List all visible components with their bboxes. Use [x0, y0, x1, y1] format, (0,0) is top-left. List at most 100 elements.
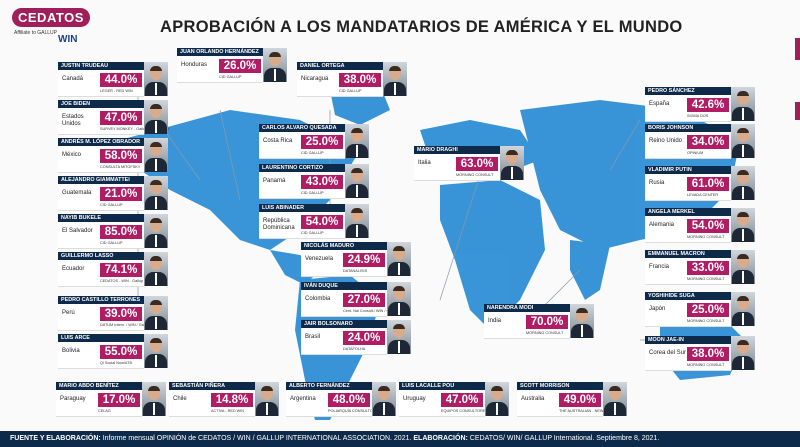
leader-card: JUAN ORLANDO HERNÁNDEZ Honduras 26.0% CID G…	[177, 48, 289, 84]
approval-badge: 54.0%	[301, 215, 343, 229]
approval-badge: 33.0%	[687, 261, 729, 275]
leader-card: DANIEL ORTEGA Nicaragua 38.0% CID GALLUP	[297, 62, 409, 98]
approval-badge: 43.0%	[301, 175, 343, 189]
photo-hair	[737, 296, 749, 301]
source-label: SIGMA DOS	[687, 114, 709, 118]
photo-hair	[150, 180, 162, 185]
country-label: Estados Unidos	[62, 114, 84, 127]
card-body: Costa Rica 25.0% CID GALLUP	[259, 132, 345, 159]
photo-hair	[351, 128, 363, 133]
leader-name: LUIS ABINADER	[259, 204, 347, 212]
source-label: MORNING CONSULT	[687, 319, 725, 323]
photo-hair	[609, 386, 621, 391]
footer-text-elaboration: CEDATOS/ WIN/ GALLUP International. Sept…	[467, 435, 660, 442]
country-label: Australia	[521, 396, 545, 402]
leader-name: YOSHIHIDE SUGA	[645, 292, 733, 300]
country-label: Corea del Sur	[649, 350, 687, 356]
photo-tie	[153, 403, 155, 415]
country-label: España	[649, 101, 670, 107]
approval-badge: 55.0%	[100, 345, 142, 359]
source-label: CID GALLUP	[100, 241, 123, 245]
approval-badge: 38.0%	[687, 347, 729, 361]
win-logo-text: WIN	[58, 34, 78, 45]
photo-tie	[742, 187, 744, 199]
leader-photo	[731, 292, 755, 326]
photo-hair	[737, 128, 749, 133]
accent-bar	[795, 102, 800, 120]
leader-card: LUIS ABINADER República Dominicana 54.0% CI…	[259, 204, 371, 240]
photo-tie	[742, 313, 744, 325]
leader-name: ALEJANDRO GIAMMATTEI	[58, 176, 146, 184]
leader-card: MARIO DRAGHI Italia 63.0% MORNING CONSULT	[414, 146, 526, 182]
card-body: México 58.0% CONSULTA MITOFSKY	[58, 146, 144, 173]
card-body: Ecuador 74.1% CEDATOS - WIN - Gallup Inter…	[58, 260, 165, 287]
photo-tie	[511, 167, 513, 179]
approval-badge: 74.1%	[100, 263, 142, 277]
leader-name: LAURENTINO CORTIZO	[259, 164, 347, 172]
leader-card: LUIS ARCE Bolivia 55.0% Ql Social Now/ATB	[58, 334, 170, 370]
photo-hair	[737, 254, 749, 259]
photo-hair	[378, 386, 390, 391]
leader-photo	[603, 382, 627, 416]
photo-tie	[356, 145, 358, 157]
leader-card: JAIR BOLSONARO Brasil 24.0% DATAFOLHA	[301, 320, 413, 356]
photo-tie	[742, 108, 744, 120]
leader-name: EMMANUEL MACRON	[645, 250, 733, 258]
country-label: Chile	[173, 396, 187, 402]
leader-photo	[144, 176, 168, 210]
leader-name: SEBASTIÁN PIÑERA	[169, 382, 257, 390]
card-body: Italia 63.0% MORNING CONSULT	[414, 154, 500, 181]
country-label: Perú	[62, 310, 75, 316]
leader-name: BORIS JOHNSON	[645, 124, 733, 132]
source-label: MORNING CONSULT	[687, 277, 725, 281]
footer-label-elaboration: ELABORACIÓN:	[413, 435, 468, 442]
leader-photo	[387, 282, 411, 316]
photo-hair	[576, 308, 588, 313]
photo-tie	[394, 83, 396, 95]
source-label: DATUM Intern. / WIN / Gallup Intern.	[100, 323, 162, 327]
cedatos-logo: CEDATOS Affiliate to GALLUP WIN	[10, 6, 90, 46]
leader-card: PEDRO CASTILLO TERRONES Perú 39.0% DATUM In…	[58, 296, 170, 332]
leader-photo	[387, 320, 411, 354]
card-body: Australia 49.0% THE AUSTRALIAN - NEWSPOLL	[517, 390, 616, 417]
country-label: México	[62, 152, 82, 158]
country-label: Francia	[649, 264, 670, 270]
photo-hair	[150, 218, 162, 223]
approval-badge: 47.0%	[100, 111, 142, 125]
card-body: Reino Unido 34.0% OPINIUM	[645, 132, 731, 159]
country-label: Japón	[649, 306, 666, 312]
leader-card: SEBASTIÁN PIÑERA Chile 14.8% ACTIVA - RED W…	[169, 382, 281, 418]
card-body: Colombia 27.0% Cent. Nal Consult./ WIN / G…	[301, 290, 409, 317]
country-label: Reino Unido	[649, 138, 683, 144]
photo-tie	[742, 357, 744, 369]
photo-hair	[393, 246, 405, 251]
country-label: El Salvador	[62, 228, 93, 234]
leader-card: ANDRÉS M. LÓPEZ OBRADOR México 58.0% CONSUL…	[58, 138, 170, 174]
card-body: Honduras 26.0% CID GALLUP	[177, 56, 263, 83]
country-label: Italia	[418, 160, 431, 166]
source-label: POLIARQUÍA CONSULTORES	[328, 409, 381, 413]
leader-photo	[345, 124, 369, 158]
source-label: CELAG	[98, 409, 111, 413]
approval-badge: 14.8%	[211, 393, 253, 407]
card-body: El Salvador 85.0% CID GALLUP	[58, 222, 144, 249]
leader-card: LAURENTINO CORTIZO Panamá 43.0% CID GALLUP	[259, 164, 371, 200]
source-label: EQUIPOS CONSULTORES	[441, 409, 488, 413]
leader-photo	[731, 124, 755, 158]
card-body: Brasil 24.0% DATAFOLHA	[301, 328, 387, 355]
photo-tie	[155, 317, 157, 329]
leader-card: YOSHIHIDE SUGA Japón 25.0% MORNING CONSULT	[645, 292, 757, 328]
leader-photo	[144, 214, 168, 248]
country-label: República Dominicana	[263, 218, 295, 231]
card-body: Uruguay 47.0% EQUIPOS CONSULTORES	[399, 390, 488, 417]
approval-badge: 44.0%	[100, 73, 142, 87]
approval-badge: 61.0%	[687, 177, 729, 191]
photo-hair	[393, 286, 405, 291]
page-title: APROBACIÓN A LOS MANDATARIOS DE AMÉRICA …	[160, 18, 683, 36]
logo-text: CEDATOS	[12, 8, 90, 27]
leader-name: NARENDRA MODI	[484, 304, 572, 312]
approval-badge: 26.0%	[219, 59, 261, 73]
leader-name: JUSTIN TRUDEAU	[58, 62, 146, 70]
leader-card: ALEJANDRO GIAMMATTEI Guatemala 21.0% CID GA…	[58, 176, 170, 212]
